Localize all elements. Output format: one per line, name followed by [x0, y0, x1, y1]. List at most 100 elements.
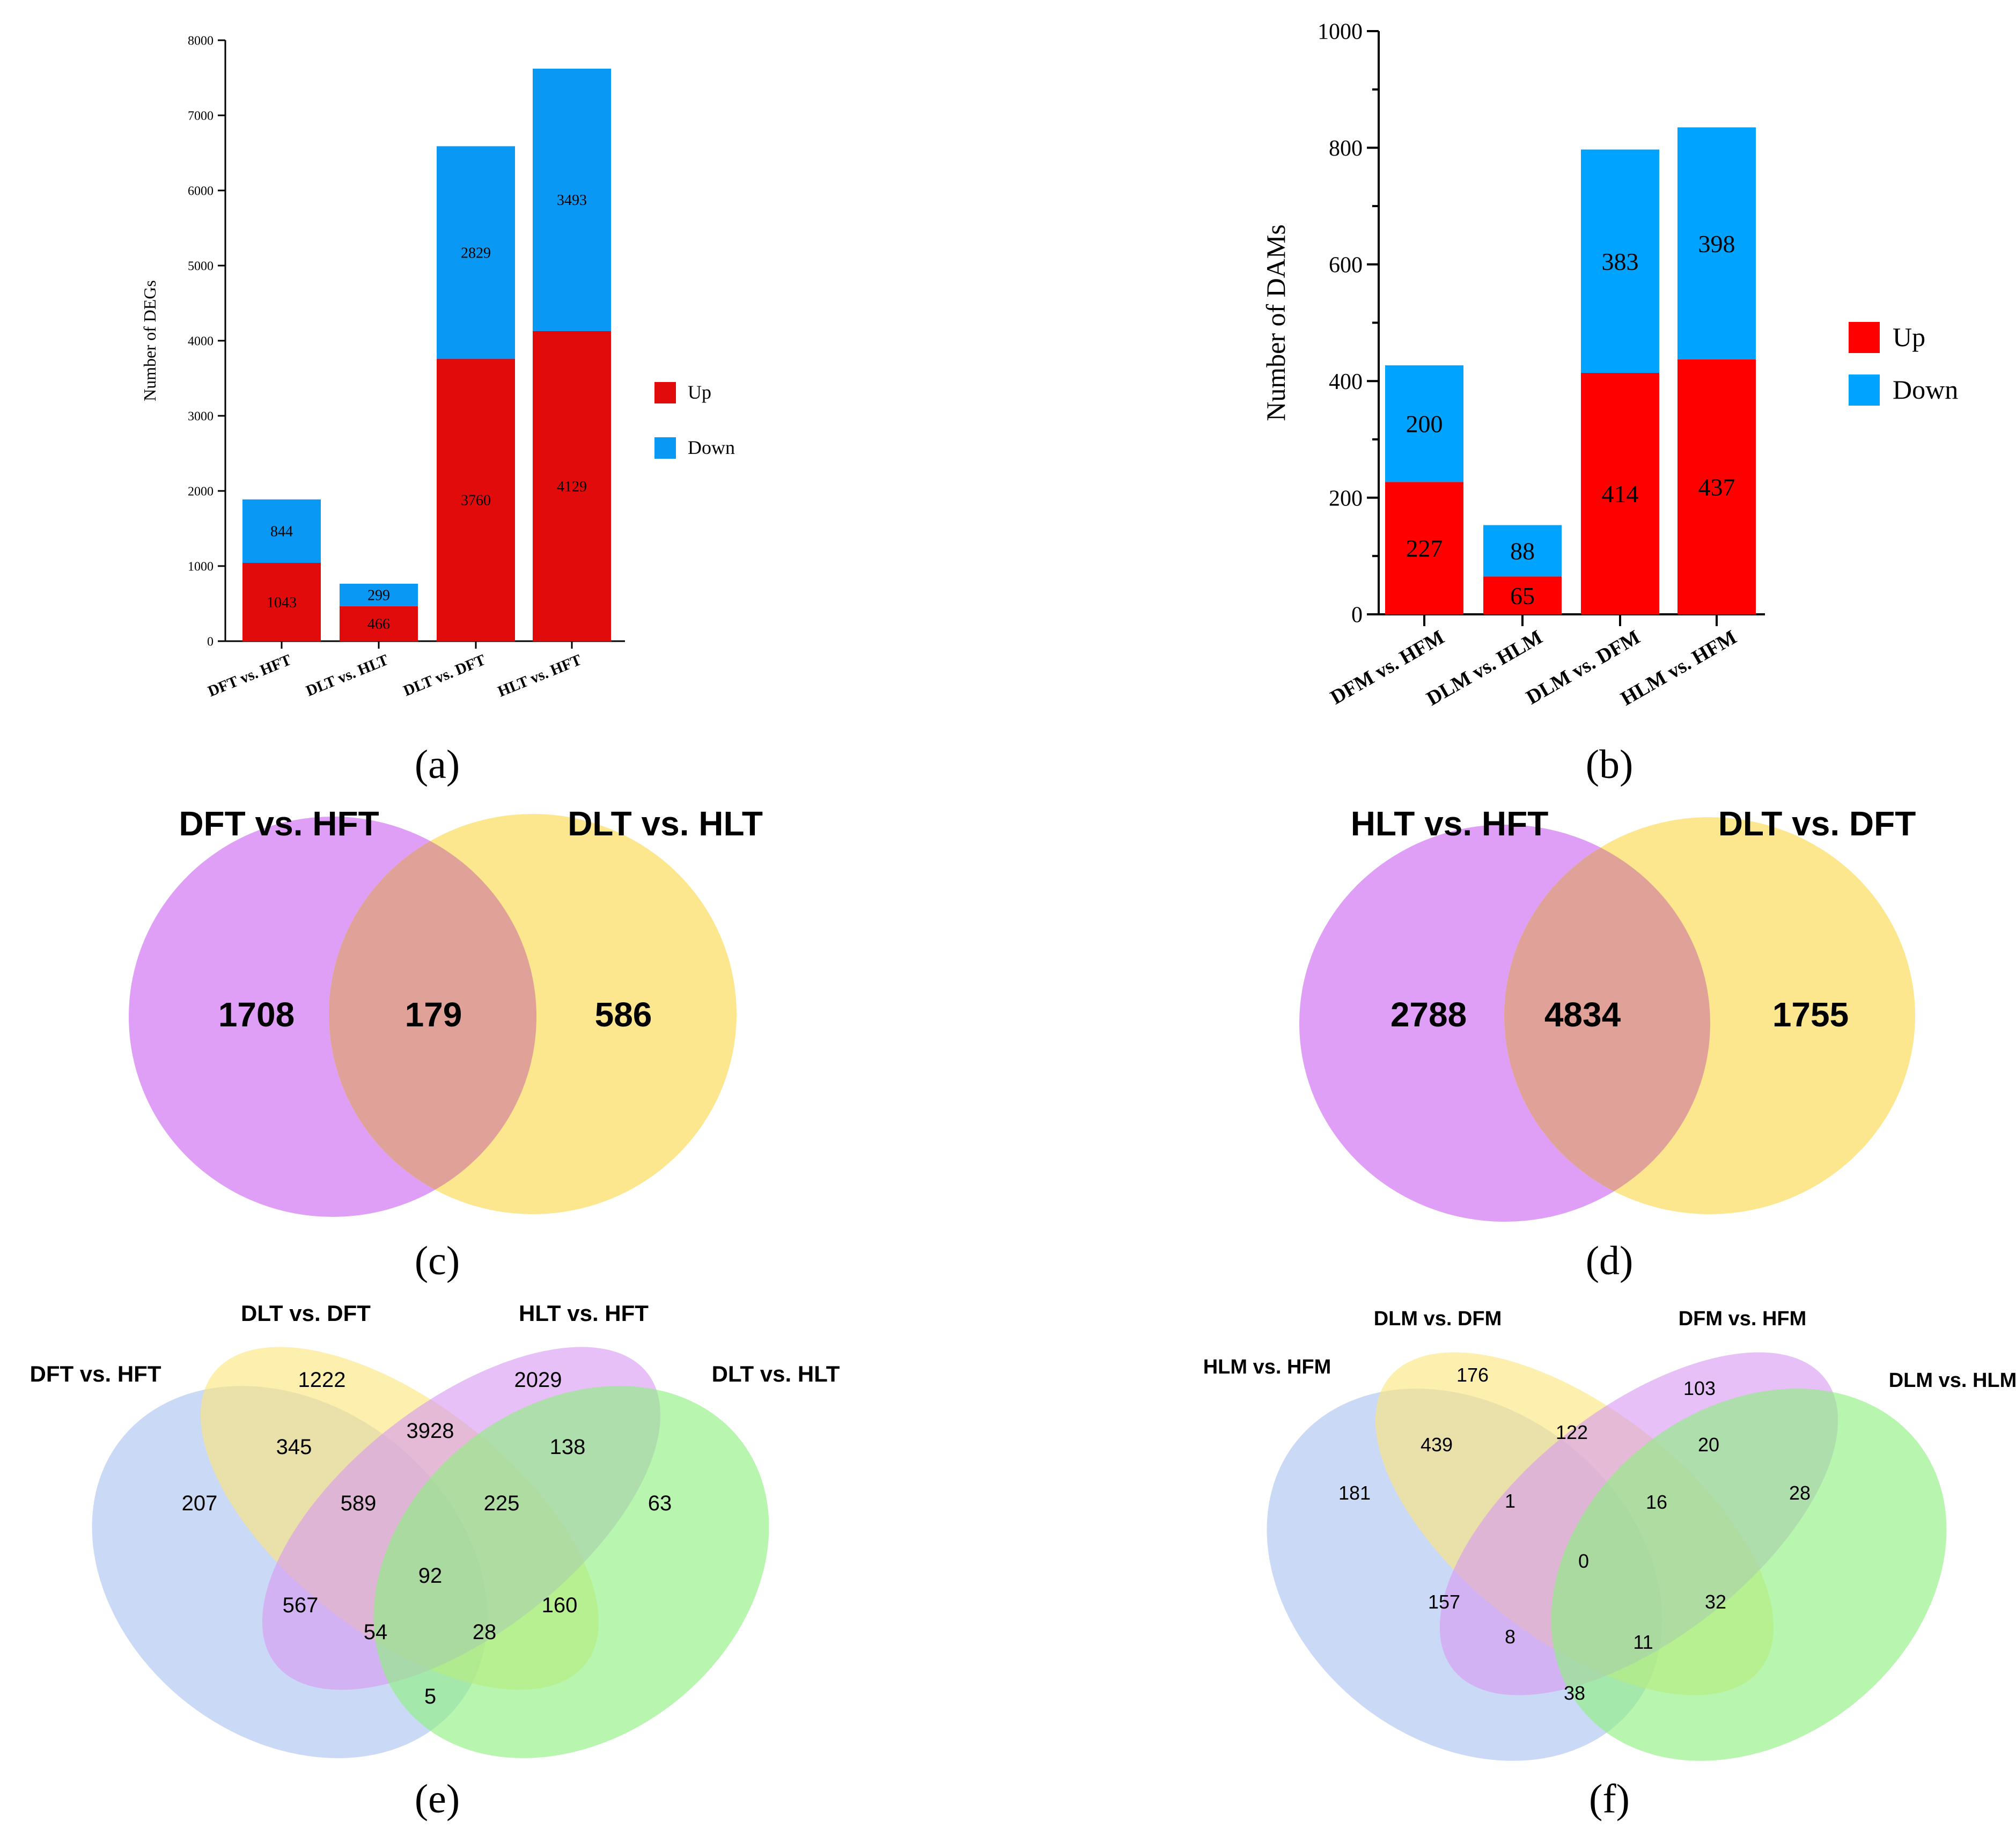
- y-tick-label: 1000: [1318, 20, 1363, 45]
- bar-down-value-label: 398: [1698, 230, 1735, 258]
- venn-region-only-2: 1755: [1772, 995, 1849, 1034]
- bar-chart-a: 0 1000 2000 3000 4000 5000 6000 7000 8000 Number …: [140, 34, 735, 700]
- venn-region-ac: 567: [283, 1594, 319, 1617]
- venn-region-only-1: 2788: [1390, 995, 1467, 1034]
- bar-up: [242, 562, 321, 641]
- x-category-label: DLT vs. HLT: [304, 651, 391, 700]
- bar-down: [1483, 525, 1562, 577]
- y-tick-label: 400: [1329, 370, 1363, 394]
- venn-region-only-2: 586: [595, 995, 652, 1034]
- y-tick-label: 800: [1329, 136, 1363, 161]
- venn-region-bcd: 16: [1646, 1491, 1667, 1513]
- y-tick-label: 1000: [188, 560, 214, 574]
- y-tick-label: 6000: [188, 184, 214, 198]
- y-tick-label: 600: [1329, 253, 1363, 278]
- y-tick-label: 0: [1351, 603, 1363, 628]
- y-tick-label: 2000: [188, 484, 214, 498]
- venn-region-bcd: 225: [484, 1492, 520, 1515]
- venn-region-cd: 138: [550, 1435, 586, 1459]
- x-category-label: HLT vs. HFT: [495, 651, 584, 701]
- venn-set-4-ellipse: [1551, 1389, 1947, 1761]
- bar-down: [533, 68, 611, 331]
- y-tick-label: 0: [207, 635, 214, 649]
- bar-down: [340, 583, 418, 606]
- venn-region-c: 103: [1683, 1377, 1716, 1399]
- venn-set-1-title: DFT vs. HFT: [30, 1361, 161, 1386]
- venn-region-ad: 5: [424, 1685, 436, 1708]
- venn-set-3-title: DFM vs. HFM: [1679, 1308, 1807, 1330]
- legend-label-up: Up: [688, 381, 711, 403]
- venn-region-abcd: 92: [418, 1564, 443, 1588]
- y-axis-label: Number of DAMs: [1261, 224, 1291, 421]
- panel-label-f: (f): [1589, 1776, 1630, 1822]
- bar-down-value-label: 383: [1602, 248, 1639, 275]
- bar-up: [437, 358, 515, 641]
- legend-swatch-down: [1849, 375, 1880, 406]
- y-tick-label: 3000: [188, 409, 214, 423]
- venn-region-both: 4834: [1544, 995, 1621, 1034]
- bar-up-value-label: 466: [367, 616, 390, 633]
- legend-swatch-up: [654, 382, 676, 403]
- venn-set-1-title: HLM vs. HFM: [1203, 1356, 1331, 1378]
- venn2-c: DFT vs. HFT DLT vs. HLT 1708 179 586: [129, 804, 763, 1217]
- venn-set-4-title: DLT vs. HLT: [712, 1361, 840, 1386]
- panel-label-c: (c): [415, 1238, 460, 1283]
- bar-down: [242, 499, 321, 563]
- venn-region-abc: 1: [1505, 1490, 1515, 1512]
- venn-region-ab: 439: [1421, 1434, 1453, 1456]
- venn-region-ac: 157: [1428, 1591, 1460, 1613]
- venn4-f: HLM vs. HFM DLM vs. DFM DFM vs. HFM DLM vs.…: [1203, 1308, 2016, 1761]
- y-tick-label: 200: [1329, 486, 1363, 511]
- venn-region-both: 179: [405, 995, 462, 1034]
- y-tick-label: 8000: [188, 34, 214, 48]
- venn-set-4-ellipse: [373, 1386, 769, 1758]
- venn-region-bc: 3928: [407, 1419, 454, 1443]
- venn-region-abd: 28: [473, 1620, 497, 1644]
- venn-region-c: 2029: [514, 1368, 562, 1392]
- venn-region-abd: 11: [1633, 1631, 1653, 1653]
- venn-set-1-title: DFT vs. HFT: [179, 804, 379, 843]
- legend-swatch-down: [654, 437, 676, 459]
- venn-region-d: 28: [1789, 1482, 1811, 1504]
- venn-overlap-region: [1504, 825, 1710, 1214]
- venn-region-bc: 122: [1556, 1421, 1588, 1443]
- venn-set-3-title: HLT vs. HFT: [519, 1301, 649, 1326]
- venn-set-2-title: DLT vs. DFT: [1718, 804, 1916, 843]
- bar-down-value-label: 299: [367, 588, 390, 604]
- venn-region-ab: 345: [276, 1435, 312, 1459]
- panel-label-d: (d): [1586, 1238, 1634, 1283]
- venn-region-b: 176: [1456, 1364, 1489, 1386]
- y-tick-label: 7000: [188, 109, 214, 123]
- panel-label-e: (e): [415, 1776, 460, 1822]
- bar-down-value-label: 200: [1406, 410, 1443, 438]
- venn4-e: DFT vs. HFT DLT vs. DFT HLT vs. HFT DLT vs.…: [30, 1301, 840, 1758]
- bar-down: [1385, 365, 1463, 482]
- venn-region-d: 63: [648, 1492, 672, 1515]
- venn-set-2-title: DLT vs. HLT: [568, 804, 763, 843]
- y-axis-label: Number of DEGs: [140, 280, 159, 401]
- bar-up-value-label: 227: [1406, 535, 1443, 562]
- venn-region-bd: 32: [1705, 1591, 1726, 1613]
- bar-up: [340, 606, 418, 641]
- venn-overlap-region: [329, 817, 536, 1214]
- bar-up: [1483, 576, 1562, 614]
- venn-region-ad: 38: [1564, 1682, 1585, 1704]
- bar-up-value-label: 3760: [461, 493, 491, 509]
- bar-up: [533, 331, 611, 641]
- venn-set-2-title: DLT vs. DFT: [241, 1301, 371, 1326]
- legend-label-down: Down: [688, 437, 735, 458]
- y-tick-label: 5000: [188, 259, 214, 273]
- panel-label-b: (b): [1586, 742, 1634, 787]
- bar-up-value-label: 414: [1602, 480, 1639, 508]
- x-category-label: DLT vs. DFT: [401, 651, 488, 700]
- bar-down: [437, 146, 515, 359]
- venn-region-acd: 8: [1505, 1626, 1515, 1648]
- venn-region-a: 181: [1338, 1482, 1371, 1504]
- bar-up-value-label: 65: [1510, 582, 1535, 610]
- venn-region-only-1: 1708: [218, 995, 295, 1034]
- bar-down-value-label: 844: [270, 524, 293, 540]
- bar-up-value-label: 4129: [557, 479, 587, 495]
- venn-set-1-title: HLT vs. HFT: [1351, 804, 1549, 843]
